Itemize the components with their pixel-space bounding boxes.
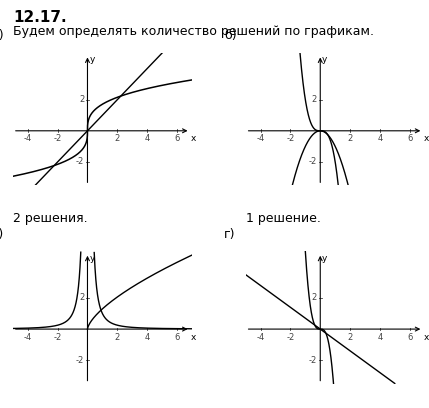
Text: 2: 2 — [79, 293, 84, 302]
Text: -2: -2 — [54, 134, 62, 143]
Text: Будем определять количество решений по графикам.: Будем определять количество решений по г… — [13, 25, 374, 38]
Text: 6: 6 — [407, 333, 412, 341]
Text: 6: 6 — [407, 134, 412, 143]
Text: x: x — [191, 333, 196, 341]
Text: -2: -2 — [54, 333, 62, 341]
Text: y: y — [89, 55, 95, 64]
Text: 12.17.: 12.17. — [13, 10, 66, 25]
Text: -2: -2 — [309, 157, 317, 166]
Text: г): г) — [224, 228, 236, 241]
Text: -2: -2 — [286, 134, 295, 143]
Text: 2: 2 — [347, 333, 353, 341]
Text: 4: 4 — [378, 333, 383, 341]
Text: 2: 2 — [347, 134, 353, 143]
Text: б): б) — [224, 29, 237, 42]
Text: 2: 2 — [312, 95, 317, 104]
Text: x: x — [191, 134, 196, 143]
Text: 2: 2 — [312, 293, 317, 302]
Text: -4: -4 — [24, 134, 32, 143]
Text: в): в) — [0, 228, 3, 241]
Text: 1 решение.: 1 решение. — [246, 212, 320, 225]
Text: 2: 2 — [115, 333, 120, 341]
Text: x: x — [424, 134, 429, 143]
Text: 4: 4 — [145, 134, 150, 143]
Text: -4: -4 — [24, 333, 32, 341]
Text: y: y — [322, 55, 327, 64]
Text: 6: 6 — [174, 134, 180, 143]
Text: -2: -2 — [309, 356, 317, 365]
Text: 4: 4 — [378, 134, 383, 143]
Text: а): а) — [0, 29, 4, 42]
Text: -4: -4 — [257, 333, 265, 341]
Text: x: x — [424, 333, 429, 341]
Text: y: y — [322, 254, 327, 263]
Text: 2: 2 — [79, 95, 84, 104]
Text: 2: 2 — [115, 134, 120, 143]
Text: -2: -2 — [76, 157, 84, 166]
Text: 2 решения.: 2 решения. — [13, 212, 88, 225]
Text: y: y — [89, 254, 95, 263]
Text: -2: -2 — [76, 356, 84, 365]
Text: -2: -2 — [286, 333, 295, 341]
Text: 6: 6 — [174, 333, 180, 341]
Text: -4: -4 — [257, 134, 265, 143]
Text: 4: 4 — [145, 333, 150, 341]
